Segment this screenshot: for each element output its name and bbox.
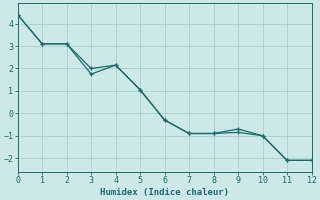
X-axis label: Humidex (Indice chaleur): Humidex (Indice chaleur) [100,188,229,197]
